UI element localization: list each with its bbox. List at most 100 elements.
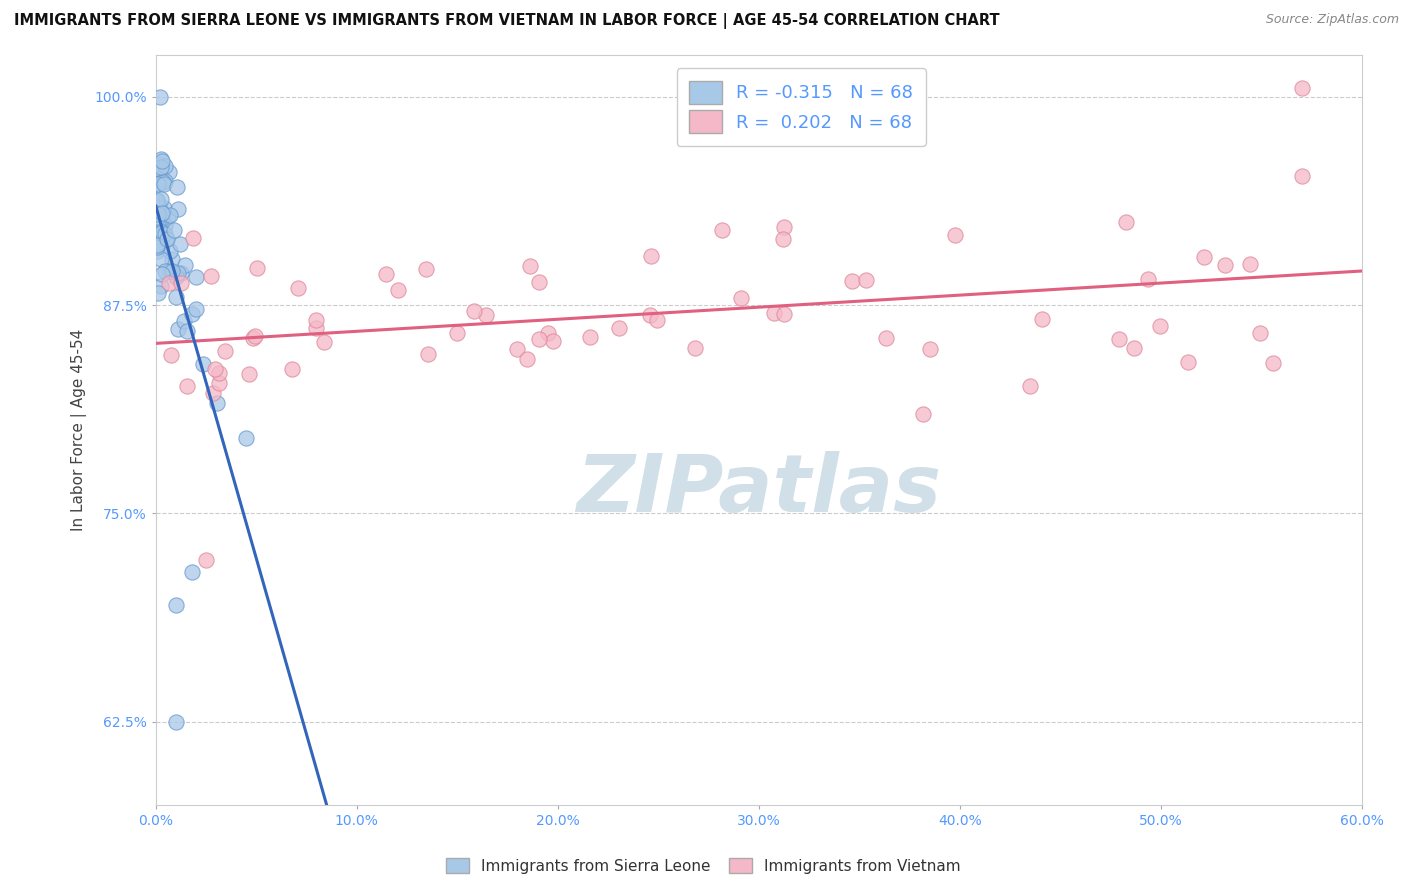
Point <box>155 232 177 246</box>
Point <box>156 232 179 246</box>
Point <box>374 267 396 281</box>
Point <box>152 175 174 189</box>
Point <box>149 160 172 174</box>
Point <box>242 330 264 344</box>
Point <box>165 269 187 284</box>
Point <box>165 714 187 729</box>
Point <box>153 174 176 188</box>
Point <box>146 178 169 192</box>
Point <box>208 376 231 391</box>
Point <box>204 362 226 376</box>
Point <box>152 227 174 242</box>
Point <box>841 274 863 288</box>
Point <box>312 334 335 349</box>
Point <box>287 281 309 295</box>
Point <box>281 362 304 376</box>
Point <box>516 352 538 367</box>
Point <box>146 176 169 190</box>
Point <box>149 279 172 293</box>
Point <box>579 330 602 344</box>
Point <box>1136 272 1159 286</box>
Legend: Immigrants from Sierra Leone, Immigrants from Vietnam: Immigrants from Sierra Leone, Immigrants… <box>440 852 966 880</box>
Point <box>150 206 173 220</box>
Point <box>529 332 551 346</box>
Point <box>160 348 183 362</box>
Point <box>150 252 173 266</box>
Point <box>170 277 193 291</box>
Point <box>214 343 236 358</box>
Point <box>920 342 942 356</box>
Point <box>1249 326 1271 341</box>
Point <box>1213 259 1236 273</box>
Point <box>205 396 228 410</box>
Point <box>208 366 231 380</box>
Point <box>150 219 173 233</box>
Point <box>640 249 662 263</box>
Point <box>176 324 198 338</box>
Point <box>170 266 193 280</box>
Point <box>150 152 173 166</box>
Point <box>1239 257 1261 271</box>
Point <box>167 202 190 216</box>
Point <box>202 385 225 400</box>
Point <box>607 321 630 335</box>
Y-axis label: In Labor Force | Age 45-54: In Labor Force | Age 45-54 <box>72 329 87 531</box>
Point <box>150 225 173 239</box>
Point <box>166 180 188 194</box>
Point <box>305 313 328 327</box>
Point <box>1291 81 1313 95</box>
Point <box>162 263 184 277</box>
Point <box>387 283 409 297</box>
Point <box>1031 311 1053 326</box>
Point <box>1291 169 1313 184</box>
Point <box>159 244 181 258</box>
Point <box>148 212 170 227</box>
Point <box>146 237 169 252</box>
Point <box>475 308 498 322</box>
Point <box>157 276 180 290</box>
Point <box>246 260 269 275</box>
Point <box>150 153 173 168</box>
Point <box>165 290 187 304</box>
Point <box>875 331 897 345</box>
Point <box>243 329 266 343</box>
Point <box>529 275 551 289</box>
Point <box>149 89 172 103</box>
Point <box>446 326 468 340</box>
Point <box>173 314 195 328</box>
Point <box>1192 250 1215 264</box>
Point <box>773 307 796 321</box>
Point <box>152 177 174 191</box>
Point <box>148 200 170 214</box>
Point <box>150 267 173 281</box>
Point <box>146 210 169 224</box>
Point <box>148 206 170 220</box>
Point <box>148 236 170 251</box>
Point <box>1177 355 1199 369</box>
Point <box>645 313 668 327</box>
Point <box>762 306 785 320</box>
Point <box>1115 215 1137 229</box>
Point <box>162 252 184 266</box>
Point <box>146 161 169 176</box>
Point <box>155 160 177 174</box>
Point <box>730 292 752 306</box>
Point <box>1149 319 1171 334</box>
Point <box>157 165 180 179</box>
Point <box>710 223 733 237</box>
Point <box>150 239 173 253</box>
Point <box>146 193 169 207</box>
Point <box>174 258 197 272</box>
Point <box>505 343 527 357</box>
Point <box>181 565 204 579</box>
Point <box>146 285 169 300</box>
Point <box>235 431 257 445</box>
Point <box>519 259 541 273</box>
Point <box>943 228 966 243</box>
Point <box>146 244 169 258</box>
Point <box>148 157 170 171</box>
Point <box>184 302 207 317</box>
Legend: R = -0.315   N = 68, R =  0.202   N = 68: R = -0.315 N = 68, R = 0.202 N = 68 <box>676 68 925 146</box>
Point <box>238 368 260 382</box>
Point <box>181 231 204 245</box>
